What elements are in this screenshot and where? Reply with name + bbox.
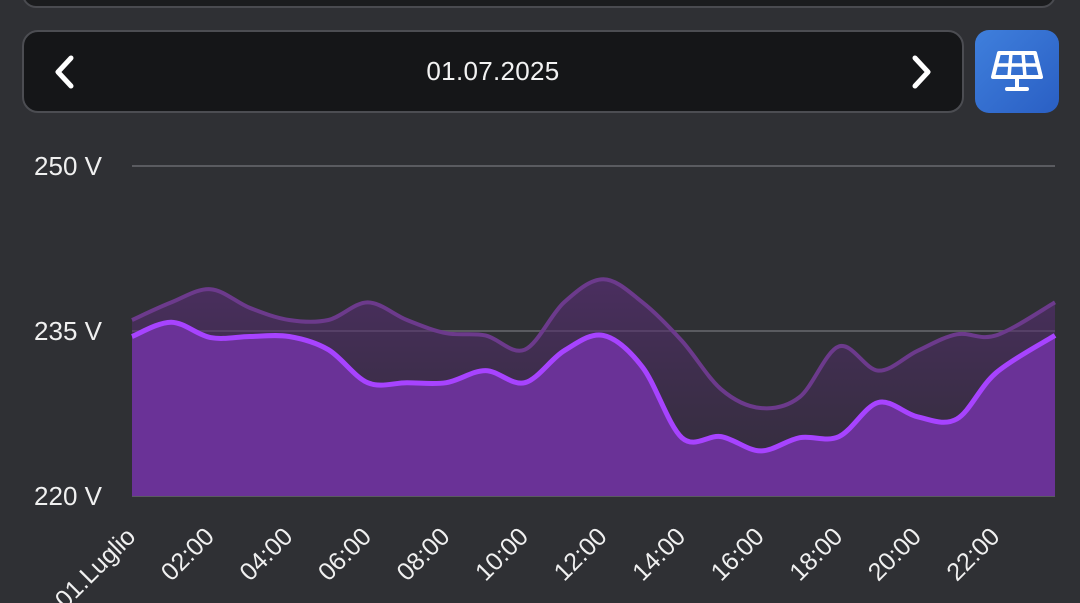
chevron-left-icon (55, 55, 74, 89)
x-tick-label: 04:00 (234, 522, 298, 586)
x-tick-label: 08:00 (391, 522, 455, 586)
x-tick-label: 22:00 (941, 522, 1005, 586)
solar-mode-button[interactable] (975, 30, 1059, 113)
series-2-line (131, 277, 1056, 411)
x-tick-label: 12:00 (549, 522, 613, 586)
solar-panel-icon (991, 50, 1043, 91)
x-tick-label: 14:00 (627, 522, 691, 586)
chevron-right-icon (912, 55, 931, 89)
x-tick-label: 10:00 (470, 522, 534, 586)
x-tick-label: 18:00 (784, 522, 848, 586)
series-1-line (131, 319, 1057, 454)
y-tick-label: 250 V (34, 151, 103, 181)
x-tick-label: 20:00 (863, 522, 927, 586)
next-day-button[interactable] (902, 52, 942, 92)
date-navigator: 01.07.2025 (22, 30, 964, 113)
x-tick-label: 01.Luglio (50, 522, 142, 603)
previous-day-button[interactable] (44, 52, 84, 92)
date-label: 01.07.2025 (426, 56, 560, 86)
x-tick-label: 02:00 (156, 522, 220, 586)
x-tick-label: 06:00 (313, 522, 377, 586)
series-1-area (132, 322, 1055, 496)
y-tick-label: 235 V (34, 316, 103, 346)
y-tick-label: 220 V (34, 481, 103, 511)
x-tick-label: 16:00 (706, 522, 770, 586)
